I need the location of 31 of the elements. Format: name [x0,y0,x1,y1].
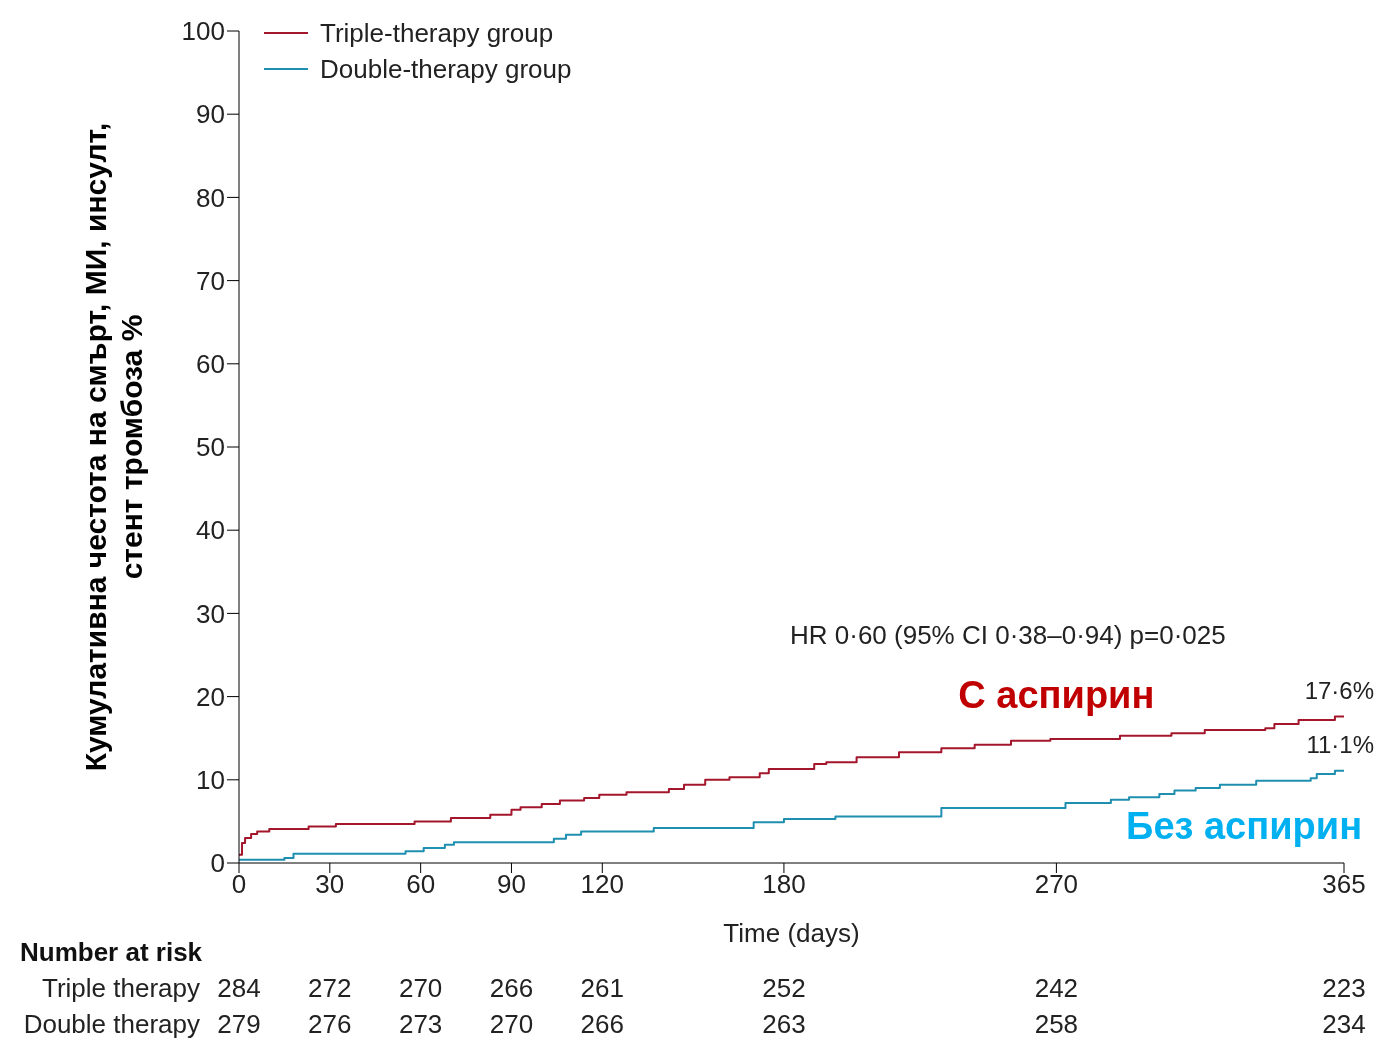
annotation: Без аспирин [1125,804,1364,848]
y-tick-label: 70 [196,265,225,296]
x-tick-label: 90 [497,869,526,900]
x-tick-label: 30 [315,869,345,900]
x-tick-label: 0 [231,869,247,900]
y-tick-label: 80 [196,182,225,213]
y-axis-title: Кумулативна честота на смърт, МИ, инсулт, стент тромбоза % [78,121,149,774]
y-tick-label: 60 [196,349,225,380]
annotation: 17·6% [1303,676,1374,705]
y-tick-label: 0 [210,848,225,879]
x-tick-label: 270 [1034,869,1079,900]
y-tick-label: 50 [196,432,225,463]
y-tick-label: 10 [196,765,225,796]
annotation: HR 0·60 (95% CI 0·38–0·94) p=0·025 [790,620,1226,651]
text: Triple therapy 284 272 270 266 261 252 242 223 [42,973,1366,1003]
x-tick-label: 60 [406,869,436,900]
x-tick-label: 120 [580,869,624,900]
x-tick-label: 365 [1322,869,1366,900]
legend-label: Triple-therapy group [320,17,554,49]
y-tick-label: 90 [196,99,225,130]
y-tick-label: 20 [196,681,225,712]
annotation: 11·1% [1305,730,1374,759]
y-tick-label: 100 [181,16,225,47]
text: Number at risk [20,937,203,968]
x-tick-label: 180 [762,869,806,900]
annotation: С аспирин [957,674,1156,718]
y-tick-label: 40 [196,515,225,546]
legend-label: Double-therapy group [320,53,572,85]
text: Double therapy 279 276 273 270 266 263 258 234 [23,1009,1366,1039]
y-tick-label: 30 [196,598,225,629]
x-axis-title: Time (days) [722,918,861,949]
